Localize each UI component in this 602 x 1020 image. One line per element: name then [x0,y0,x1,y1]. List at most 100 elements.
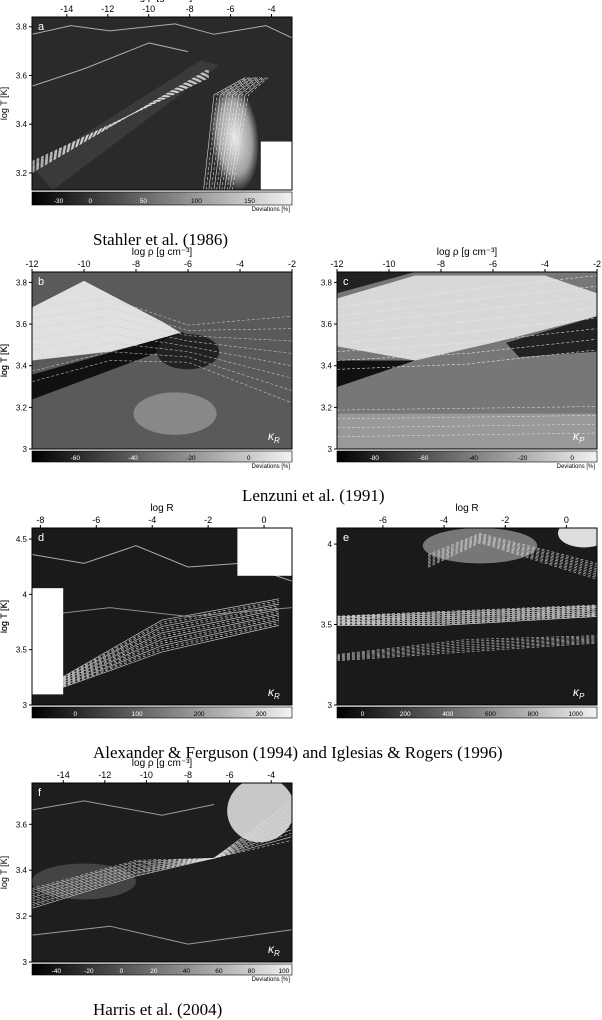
contour-line [32,825,292,897]
x-tick-label: -4 [440,515,448,525]
contour-line [32,76,209,164]
contour-line [63,617,280,685]
colorbar-tick-label: 800 [528,711,539,718]
x-tick-label: -6 [489,259,497,269]
x-tick-label: -10 [77,259,90,269]
contour-line [216,77,256,190]
x-tick-label: -12 [101,4,114,14]
contour-line [32,839,292,889]
excluded-region [237,528,292,576]
y-tick-label: 4.5 [16,535,28,544]
plot-frame [336,527,598,706]
contour-line [32,818,292,900]
contour-line [32,75,209,165]
x-tick-label: -8 [437,259,445,269]
colorbar-tick-label: 300 [256,711,267,718]
contour-line [337,638,597,658]
panel-letter: b [38,276,44,288]
colorbar-tick-label: -60 [419,455,429,462]
contour-line [32,72,209,168]
contour-line [337,349,597,370]
colorbar-tick-label: 0 [247,455,251,462]
colorbar-tick-label: -30 [54,198,64,205]
panel-a: -14 -12 -10 -8 -6 -4 log ρ [g cm⁻³] 3.8 3.6 3.4 3.… [0,0,293,213]
colorbar-tick-label: -40 [468,455,478,462]
contour-line [63,619,280,686]
kappa-subscript: R [274,436,280,445]
colorbar-tick-label: -20 [518,455,528,462]
colorbar-tick-label: 400 [442,711,453,718]
y-tick-label: 3.2 [321,403,333,412]
x-tick-label: -4 [268,4,276,14]
contour-line [211,77,252,190]
panel-c: -12 -10 -8 -6 -4 -2 log ρ [g cm⁻³] 3.8 3.6 3.4 3.2… [0,247,601,470]
contour-line [32,360,292,404]
colorbar-tick-label: 0 [120,968,124,975]
y-tick-label: 3.6 [16,320,28,329]
x-tick-label: -12 [330,259,343,269]
x-tick-label: -6 [184,259,192,269]
top-axis-label: log ρ [g cm⁻³] [132,247,193,258]
x-tick-label: -2 [593,259,601,269]
panel-f: -14 -12 -10 -8 -6 -4 log ρ [g cm⁻³] 3.6 3.4 3.2 3 l… [0,758,293,983]
contour-line [32,42,189,87]
contour-line [337,641,597,661]
contour-line [427,539,597,575]
contour-line [337,637,597,657]
bright-region [32,280,183,361]
heatmap-area [337,528,597,705]
plot-frame [31,16,293,191]
contour-line [337,636,597,656]
x-tick-label: -6 [226,770,234,780]
y-tick-label: 3.4 [16,362,28,371]
x-tick-label: -14 [57,770,70,780]
y-tick-label: 3.4 [16,120,28,129]
contour-line [337,605,597,618]
contour-line [337,423,597,429]
y-tick-label: 4 [328,540,333,549]
contour-line [337,328,597,352]
panel-letter: d [38,532,44,544]
x-tick-label: -6 [92,515,100,525]
plot-frame [31,271,293,450]
contour-line [32,342,292,379]
colorbar-tick-label: 150 [244,198,255,205]
contour-line [32,315,292,342]
contour-line [337,275,597,308]
contour-line [32,351,292,391]
colorbar-tick-label: 200 [400,711,411,718]
contour-line [427,540,597,577]
contour-line [32,829,292,895]
contour-line [63,623,280,687]
contour-line [427,534,597,566]
contour-line [63,607,280,681]
y-tick-label: 3.6 [321,320,333,329]
excluded-region [260,141,292,190]
plot-frame [336,271,598,450]
contour-line [32,23,292,39]
y-tick-label: 3.8 [16,23,28,32]
contour-line [224,77,263,190]
contour-line [337,642,597,662]
y-tick-label: 3 [328,701,333,710]
left-axis-label: log T [K] [0,856,9,889]
panel-letter: a [38,21,45,33]
kappa-subscript: P [579,436,585,445]
contour-line [63,612,280,683]
contour-line [32,807,292,906]
y-tick-label: 3.4 [321,362,333,371]
contour-line [32,836,292,891]
contour-line [337,607,597,619]
colorbar-tick-label: 0 [74,711,78,718]
contour-line [32,333,292,367]
contour-line [32,76,209,163]
contour-line [63,625,280,688]
shaded-region [422,528,538,564]
caption-de: Alexander & Ferguson (1994) and Iglesias… [93,743,503,762]
y-tick-label: 3.6 [16,71,28,80]
panel-b: -12 -10 -8 -6 -4 -2 log ρ [g cm⁻³] 3.8 3.6 3.4 3.2… [0,247,296,470]
shaded-band [32,332,194,400]
contour-line [337,610,597,622]
colorbar-tick-label: 60 [215,968,223,975]
